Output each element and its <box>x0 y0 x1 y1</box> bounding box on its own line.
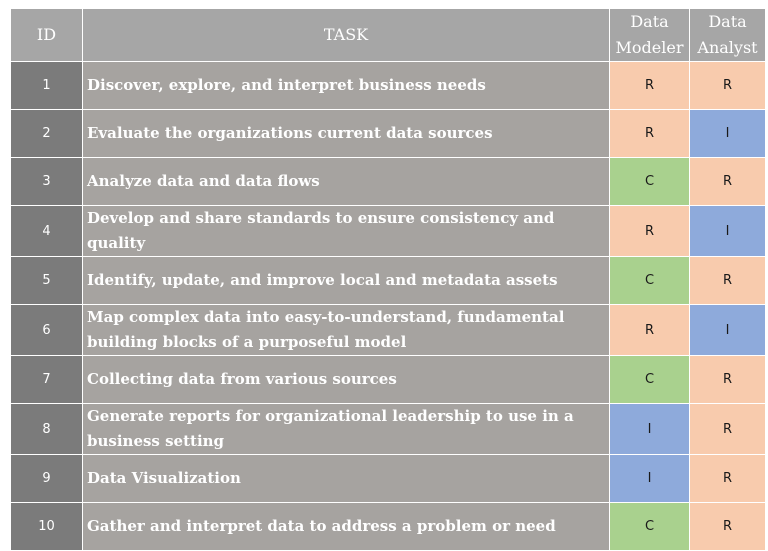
row-data-modeler-role: I <box>609 403 690 455</box>
row-id: 4 <box>10 205 83 257</box>
row-data-modeler-role: C <box>609 256 690 305</box>
header-data-modeler: Data Modeler <box>609 8 690 62</box>
header-row: ID TASK Data Modeler Data Analyst <box>10 8 766 62</box>
row-task: Collecting data from various sources <box>82 355 610 404</box>
row-id: 10 <box>10 502 83 551</box>
row-data-modeler-role: I <box>609 454 690 503</box>
row-data-modeler-role: R <box>609 304 690 356</box>
row-data-modeler-role: R <box>609 109 690 158</box>
table-row: 2 Evaluate the organizations current data… <box>10 109 766 158</box>
row-task: Evaluate the organizations current data … <box>82 109 610 158</box>
row-id: 7 <box>10 355 83 404</box>
row-id: 6 <box>10 304 83 356</box>
row-id: 5 <box>10 256 83 305</box>
row-data-analyst-role: R <box>689 61 766 110</box>
row-data-modeler-role: C <box>609 502 690 551</box>
row-data-analyst-role: I <box>689 205 766 257</box>
row-task: Analyze data and data flows <box>82 157 610 206</box>
row-task: Gather and interpret data to address a p… <box>82 502 610 551</box>
row-data-modeler-role: C <box>609 355 690 404</box>
row-id: 2 <box>10 109 83 158</box>
row-id: 9 <box>10 454 83 503</box>
row-data-analyst-role: I <box>689 304 766 356</box>
row-task: Identify, update, and improve local and … <box>82 256 610 305</box>
table-row: 9 Data Visualization I R <box>10 454 766 503</box>
row-data-modeler-role: R <box>609 205 690 257</box>
table-row: 8 Generate reports for organizational lea… <box>10 403 766 455</box>
table-row: 10 Gather and interpret data to address a… <box>10 502 766 551</box>
header-task: TASK <box>82 8 610 62</box>
table-row: 4 Develop and share standards to ensure c… <box>10 205 766 257</box>
row-data-analyst-role: R <box>689 454 766 503</box>
table-row: 7 Collecting data from various sources C R <box>10 355 766 404</box>
row-data-analyst-role: R <box>689 403 766 455</box>
row-task: Map complex data into easy-to-understand… <box>82 304 610 356</box>
row-data-analyst-role: R <box>689 502 766 551</box>
row-task: Data Visualization <box>82 454 610 503</box>
table-row: 6 Map complex data into easy-to-understan… <box>10 304 766 356</box>
raci-matrix-table: ID TASK Data Modeler Data Analyst 1 Disco… <box>10 8 766 551</box>
table-row: 1 Discover, explore, and interpret busine… <box>10 61 766 110</box>
row-id: 3 <box>10 157 83 206</box>
table-row: 3 Analyze data and data flows C R <box>10 157 766 206</box>
table-header: ID TASK Data Modeler Data Analyst <box>10 8 766 62</box>
row-data-analyst-role: R <box>689 157 766 206</box>
table-row: 5 Identify, update, and improve local and… <box>10 256 766 305</box>
header-id: ID <box>10 8 83 62</box>
row-task: Generate reports for organizational lead… <box>82 403 610 455</box>
row-data-modeler-role: C <box>609 157 690 206</box>
row-id: 8 <box>10 403 83 455</box>
row-id: 1 <box>10 61 83 110</box>
row-task: Develop and share standards to ensure co… <box>82 205 610 257</box>
row-data-modeler-role: R <box>609 61 690 110</box>
row-data-analyst-role: R <box>689 256 766 305</box>
row-task: Discover, explore, and interpret busines… <box>82 61 610 110</box>
row-data-analyst-role: R <box>689 355 766 404</box>
header-data-analyst: Data Analyst <box>689 8 766 62</box>
row-data-analyst-role: I <box>689 109 766 158</box>
table-body: 1 Discover, explore, and interpret busine… <box>10 61 766 551</box>
